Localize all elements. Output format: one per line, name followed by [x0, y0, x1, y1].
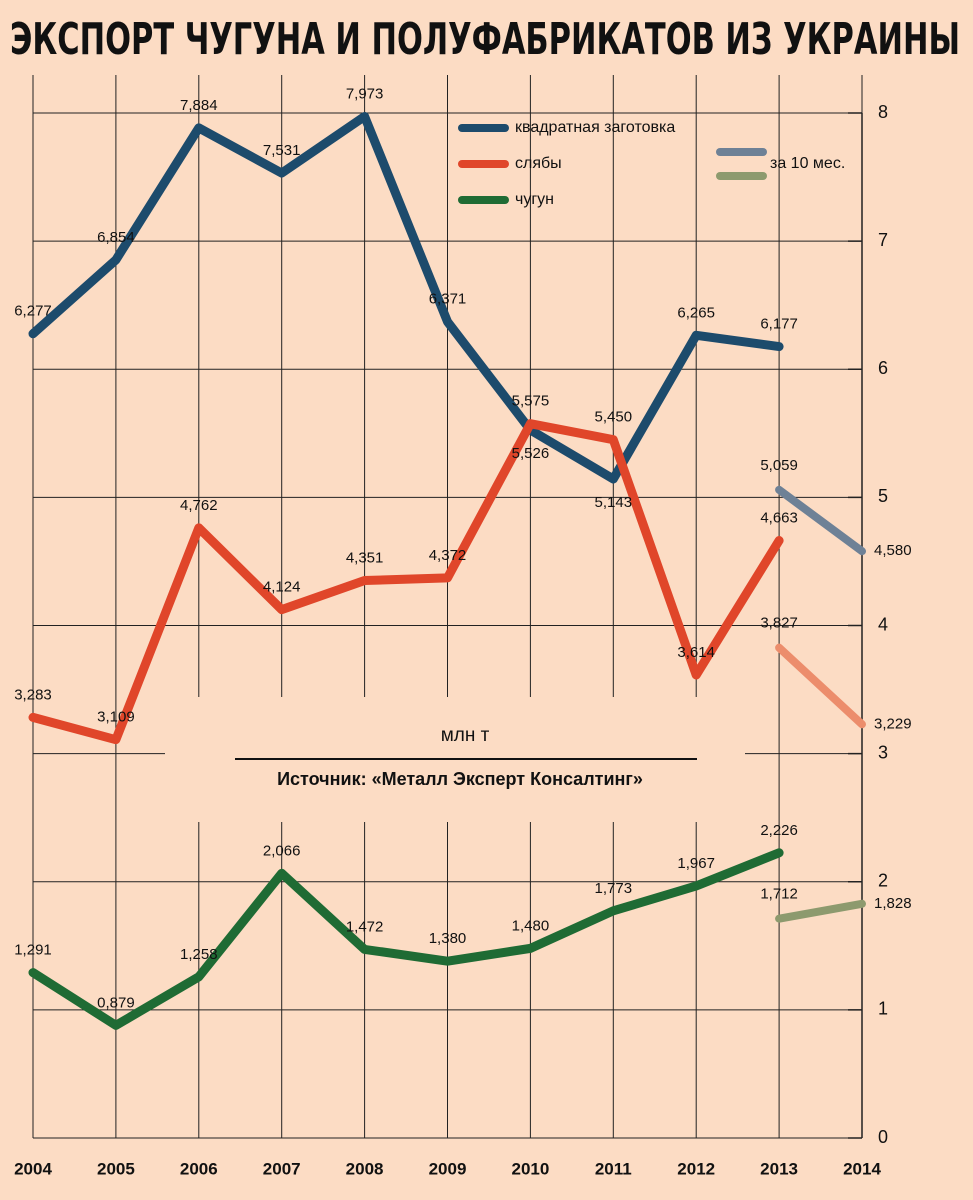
- data-label: 4,372: [429, 547, 467, 564]
- data-label: 2,226: [760, 822, 798, 839]
- data-label: 1,967: [677, 855, 715, 872]
- data-label: 3,229: [874, 715, 912, 732]
- chart-title: ЭКСПОРТ ЧУГУНА И ПОЛУФАБРИКАТОВ ИЗ УКРАИ…: [10, 14, 960, 65]
- legend-label: чугун: [515, 191, 554, 208]
- data-label: 5,526: [512, 445, 550, 462]
- x-tick-label: 2004: [14, 1159, 52, 1178]
- unit-label: млн т: [441, 725, 490, 746]
- y-tick-label: 2: [878, 871, 888, 891]
- y-tick-label: 3: [878, 742, 888, 762]
- legend-label: квадратная заготовка: [515, 119, 675, 136]
- legend-label: за 10 мес.: [770, 155, 845, 172]
- x-tick-label: 2014: [843, 1159, 881, 1178]
- data-label: 7,531: [263, 142, 301, 159]
- y-tick-label: 6: [878, 358, 888, 378]
- x-tick-label: 2006: [180, 1159, 218, 1178]
- line: [28, 848, 784, 1030]
- y-tick-label: 1: [878, 999, 888, 1019]
- data-label: 0,879: [97, 994, 135, 1011]
- data-label: 3,827: [760, 615, 798, 632]
- line: [775, 643, 866, 729]
- data-label: 6,177: [760, 316, 798, 333]
- marks: 6,277 6,854 7,884 7,531 7,973 6,371 5,526 5,143…: [14, 85, 912, 1030]
- data-label: 1,258: [180, 946, 218, 963]
- y-tick-label: 8: [878, 102, 888, 122]
- data-label: 4,580: [874, 542, 912, 559]
- x-tick-label: 2008: [346, 1159, 384, 1178]
- x-tick-label: 2011: [595, 1159, 632, 1178]
- legend-label: слябы: [515, 155, 562, 172]
- y-tick-label: 4: [878, 614, 888, 634]
- data-label: 1,472: [346, 918, 384, 935]
- x-tick-label: 2010: [511, 1159, 549, 1178]
- data-label: 5,450: [595, 409, 633, 426]
- line: [775, 899, 866, 923]
- data-label: 5,143: [595, 494, 633, 511]
- data-label: 4,124: [263, 579, 301, 596]
- legend: квадратная заготовка слябы чугун за 10 мес.: [458, 119, 845, 208]
- y-tick-label: 7: [878, 230, 888, 250]
- data-label: 1,712: [760, 886, 798, 903]
- data-label: 6,854: [97, 229, 135, 246]
- data-label: 3,283: [14, 686, 52, 703]
- line: [28, 419, 784, 745]
- data-label: 4,762: [180, 497, 218, 514]
- data-label: 3,109: [97, 709, 135, 726]
- data-label: 5,575: [512, 393, 550, 410]
- data-label: 7,973: [346, 85, 384, 102]
- x-tick-label: 2012: [677, 1159, 715, 1178]
- data-label: 4,663: [760, 510, 798, 527]
- data-label: 6,277: [14, 303, 52, 320]
- data-label: 1,380: [429, 930, 467, 947]
- data-label: 3,614: [677, 644, 715, 661]
- x-tick-label: 2013: [760, 1159, 798, 1178]
- data-label: 1,291: [14, 942, 52, 959]
- y-tick-label: 0: [878, 1127, 888, 1147]
- data-label: 6,371: [429, 291, 467, 308]
- x-tick-label: 2009: [429, 1159, 467, 1178]
- data-label: 7,884: [180, 97, 218, 114]
- source: Источник: «Металл Эксперт Консалтинг»: [277, 769, 643, 789]
- data-label: 2,066: [263, 842, 301, 859]
- data-label: 4,351: [346, 549, 384, 566]
- data-label: 5,059: [760, 457, 798, 474]
- line: [775, 485, 866, 556]
- data-label: 1,773: [595, 880, 633, 897]
- data-label: 1,480: [512, 917, 550, 934]
- line: [28, 111, 784, 484]
- x-tick-label: 2005: [97, 1159, 135, 1178]
- y-tick-label: 5: [878, 486, 888, 506]
- data-label: 1,828: [874, 895, 912, 912]
- data-label: 6,265: [677, 304, 715, 321]
- x-tick-label: 2007: [263, 1159, 301, 1178]
